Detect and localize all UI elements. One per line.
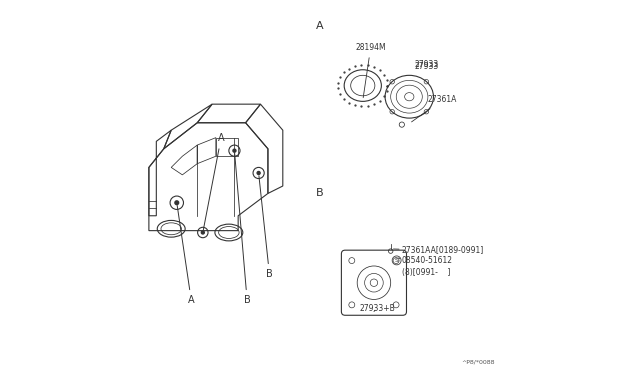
Circle shape [257, 171, 260, 174]
Text: ^P8/*0088: ^P8/*0088 [461, 360, 495, 365]
Text: 27933+B: 27933+B [359, 304, 395, 312]
Circle shape [233, 149, 236, 152]
Text: A: A [204, 133, 225, 230]
Text: B: B [316, 189, 324, 198]
Text: B: B [235, 153, 250, 305]
Text: A: A [177, 205, 195, 305]
Text: B: B [259, 176, 273, 279]
Text: 27933: 27933 [415, 62, 439, 71]
Text: 27933: 27933 [415, 60, 439, 69]
Text: 27361A: 27361A [412, 95, 457, 122]
Circle shape [175, 201, 179, 205]
Text: S: S [395, 258, 399, 263]
Text: 27361AA[0189-0991]: 27361AA[0189-0991] [402, 245, 484, 254]
Circle shape [202, 231, 204, 234]
Text: 28194M: 28194M [355, 43, 386, 98]
Text: (8)[0991-    ]: (8)[0991- ] [402, 268, 450, 277]
Text: 08540-51612: 08540-51612 [402, 256, 453, 265]
Text: A: A [316, 21, 324, 31]
